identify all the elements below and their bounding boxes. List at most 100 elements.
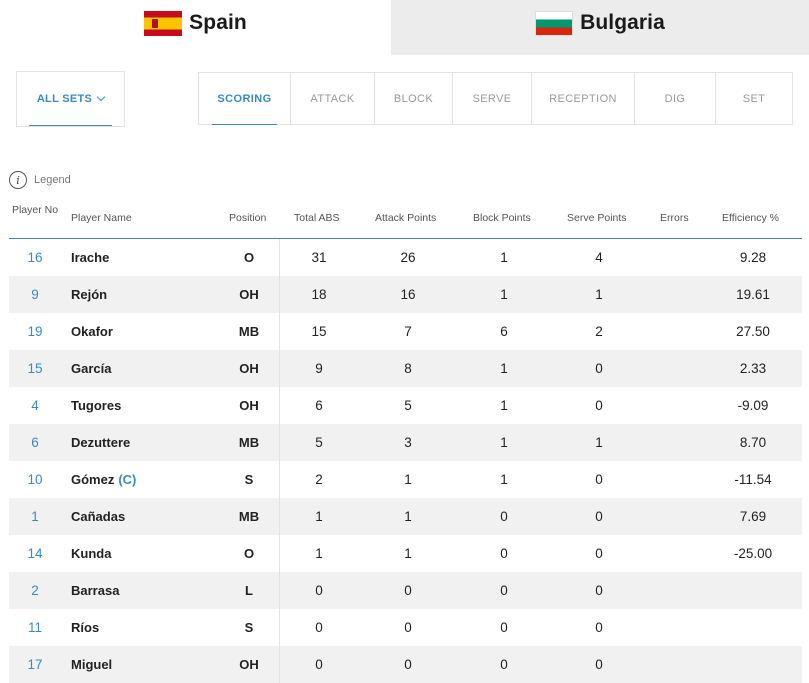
attack-points: 1 (404, 472, 412, 487)
player-position: OH (239, 361, 259, 376)
tab-label: SET (742, 92, 766, 105)
stat-tabs: SCORING ATTACK BLOCK SERVE RECEPTION DIG… (198, 72, 793, 125)
column-divider (279, 239, 280, 276)
attack-points: 7 (404, 324, 412, 339)
info-icon[interactable]: i (9, 171, 27, 189)
player-name-text: García (71, 361, 112, 376)
column-divider (279, 609, 280, 646)
player-number[interactable]: 19 (27, 324, 43, 339)
player-position: MB (238, 509, 260, 524)
player-name[interactable]: Gómez (C) (71, 461, 136, 498)
tab-label: ATTACK (310, 92, 355, 105)
serve-points: 0 (595, 583, 603, 598)
player-position: OH (239, 657, 259, 672)
header-player-no: Player No (11, 204, 59, 216)
table-row: 4 Tugores OH 6 5 1 0 -9.09 (9, 387, 802, 424)
sets-dropdown[interactable]: ALL SETS (29, 72, 112, 126)
player-name-text: Kunda (71, 546, 112, 561)
table-row: 6 Dezuttere MB 5 3 1 1 8.70 (9, 424, 802, 461)
tab-reception[interactable]: RECEPTION (532, 73, 635, 124)
legend[interactable]: i Legend (9, 171, 71, 189)
column-divider (279, 646, 280, 683)
player-name[interactable]: Tugores (71, 387, 121, 424)
player-name[interactable]: Dezuttere (71, 424, 130, 461)
player-number[interactable]: 2 (31, 583, 39, 598)
player-number[interactable]: 16 (27, 250, 43, 265)
attack-points: 0 (404, 583, 412, 598)
block-points: 0 (500, 657, 508, 672)
player-name[interactable]: Cañadas (71, 498, 125, 535)
player-name[interactable]: Rejón (71, 276, 107, 313)
column-divider (279, 424, 280, 461)
attack-points: 5 (404, 398, 412, 413)
serve-points: 1 (595, 435, 603, 450)
serve-points: 1 (595, 287, 603, 302)
player-position: MB (238, 324, 260, 339)
block-points: 1 (500, 398, 508, 413)
attack-points: 8 (404, 361, 412, 376)
tab-label: RECEPTION (549, 92, 617, 105)
table-row: 9 Rejón OH 18 16 1 1 19.61 (9, 276, 802, 313)
attack-points: 0 (404, 657, 412, 672)
player-number[interactable]: 11 (27, 620, 42, 635)
player-number[interactable]: 10 (27, 472, 43, 487)
player-name[interactable]: Miguel (71, 646, 112, 683)
player-number[interactable]: 6 (31, 435, 39, 450)
sets-filter: ALL SETS (16, 71, 125, 127)
serve-points: 0 (595, 620, 603, 635)
block-points: 1 (500, 435, 508, 450)
player-name[interactable]: Barrasa (71, 572, 119, 609)
team-name: Bulgaria (580, 11, 665, 34)
column-divider (279, 387, 280, 424)
captain-badge: (C) (118, 472, 137, 487)
player-position: S (244, 620, 254, 635)
team-tab-bulgaria[interactable]: Bulgaria (391, 0, 809, 55)
header-total-abs: Total ABS (294, 212, 340, 224)
tab-attack[interactable]: ATTACK (291, 73, 375, 124)
player-number[interactable]: 15 (27, 361, 43, 376)
player-name-text: Miguel (71, 657, 113, 672)
tab-dig[interactable]: DIG (635, 73, 716, 124)
header-serve-points: Serve Points (567, 212, 627, 224)
table-row: 15 García OH 9 8 1 0 2.33 (9, 350, 802, 387)
player-name[interactable]: García (71, 350, 111, 387)
total-abs: 15 (311, 324, 327, 339)
column-divider (279, 313, 280, 350)
header-player-name: Player Name (71, 212, 132, 224)
player-number[interactable]: 1 (31, 509, 39, 524)
attack-points: 16 (400, 287, 416, 302)
total-abs: 6 (315, 398, 323, 413)
serve-points: 4 (595, 250, 603, 265)
efficiency: 27.50 (736, 324, 770, 339)
table-row: 19 Okafor MB 15 7 6 2 27.50 (9, 313, 802, 350)
column-divider (279, 350, 280, 387)
efficiency: -25.00 (733, 546, 773, 561)
serve-points: 0 (595, 398, 603, 413)
tab-block[interactable]: BLOCK (375, 73, 453, 124)
player-name-text: Gómez (71, 472, 115, 487)
player-name[interactable]: Okafor (71, 313, 113, 350)
efficiency: 9.28 (739, 250, 767, 265)
block-points: 0 (500, 509, 508, 524)
player-name-text: Rejón (71, 287, 108, 302)
player-name[interactable]: Kunda (71, 535, 111, 572)
team-tab-spain[interactable]: Spain (0, 0, 391, 55)
table-row: 2 Barrasa L 0 0 0 0 (9, 572, 802, 609)
efficiency: 8.70 (739, 435, 767, 450)
player-name-text: Barrasa (71, 583, 120, 598)
tab-set[interactable]: SET (716, 73, 792, 124)
player-name[interactable]: Irache (71, 239, 109, 276)
tab-scoring[interactable]: SCORING (199, 73, 291, 125)
tab-serve[interactable]: SERVE (453, 73, 532, 124)
block-points: 0 (500, 620, 508, 635)
player-number[interactable]: 4 (31, 398, 39, 413)
player-number[interactable]: 9 (31, 287, 39, 302)
player-name-text: Dezuttere (71, 435, 131, 450)
serve-points: 2 (595, 324, 603, 339)
player-number[interactable]: 17 (27, 657, 43, 672)
block-points: 0 (500, 546, 508, 561)
player-position: OH (239, 398, 259, 413)
block-points: 1 (500, 361, 508, 376)
player-name[interactable]: Ríos (71, 609, 99, 646)
player-number[interactable]: 14 (27, 546, 43, 561)
